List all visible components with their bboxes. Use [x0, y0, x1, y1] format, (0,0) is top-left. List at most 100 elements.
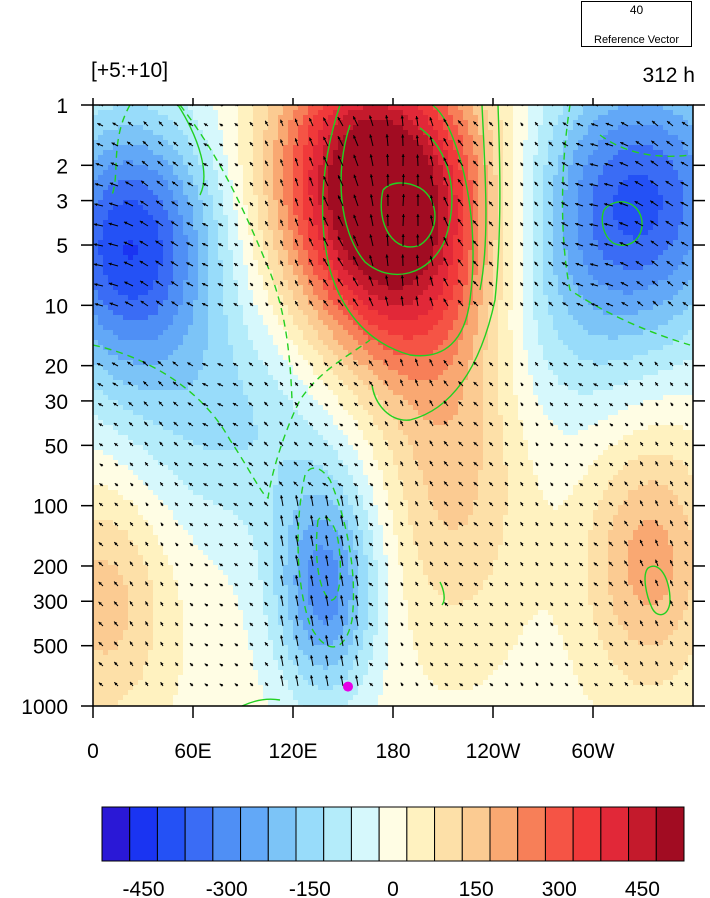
wind-vector — [535, 402, 539, 407]
wind-vector — [294, 382, 299, 387]
wind-vector — [550, 462, 554, 467]
wind-vector — [295, 575, 299, 587]
wind-vector — [488, 261, 494, 267]
colorbar-swatch — [129, 806, 158, 862]
wind-vector — [550, 502, 554, 507]
wind-vector — [189, 682, 194, 687]
wind-vector — [488, 121, 494, 127]
wind-vector — [429, 358, 434, 367]
wind-vector — [535, 521, 539, 527]
wind-vector — [575, 242, 584, 247]
wind-vector — [187, 402, 194, 407]
wind-vector — [562, 302, 569, 307]
wind-vector — [369, 401, 374, 407]
wind-vector — [519, 282, 524, 287]
wind-vector — [369, 462, 374, 467]
wind-vector — [203, 523, 209, 527]
wind-vector — [579, 682, 584, 687]
wind-vector — [488, 221, 494, 227]
wind-vector — [561, 201, 569, 207]
wind-vector — [232, 462, 239, 467]
wind-vector — [620, 121, 629, 127]
wind-vector — [550, 642, 554, 647]
wind-vector — [655, 579, 659, 587]
x-tick-label: 0 — [87, 740, 99, 763]
wind-vector — [145, 681, 149, 687]
wind-vector — [129, 541, 134, 547]
wind-vector — [175, 562, 179, 567]
wind-vector — [322, 482, 329, 487]
x-tick-label: 120E — [268, 740, 317, 763]
contour-line — [93, 339, 371, 500]
wind-vector — [99, 483, 104, 487]
contour-line — [561, 105, 691, 346]
wind-vector — [589, 263, 599, 267]
wind-vector — [443, 359, 449, 367]
wind-vector — [369, 234, 374, 247]
wind-vector — [473, 542, 479, 547]
wind-vector — [415, 682, 419, 687]
wind-vector — [368, 360, 374, 367]
axis-ticks — [81, 98, 705, 718]
wind-vector — [564, 642, 569, 647]
wind-vector — [415, 642, 419, 647]
wind-vector — [294, 118, 299, 127]
wind-vector — [322, 237, 329, 247]
wind-vector — [549, 562, 554, 567]
wind-vector — [218, 543, 224, 547]
wind-vector — [218, 143, 224, 147]
wind-vector — [561, 161, 569, 167]
wind-vector — [473, 562, 479, 567]
wind-vector — [113, 681, 119, 687]
wind-vector — [263, 541, 269, 547]
x-tick-label: 60W — [571, 740, 614, 763]
wind-vector — [619, 241, 629, 247]
x-tick-label: 120W — [466, 740, 521, 763]
wind-vector — [639, 382, 644, 387]
wind-vector — [249, 202, 254, 207]
y-tick-label: 1000 — [21, 696, 68, 719]
wind-vector — [156, 180, 164, 187]
wind-vector — [308, 279, 314, 287]
wind-vector — [489, 602, 494, 607]
wind-vector — [504, 181, 509, 187]
wind-vector — [112, 382, 119, 387]
wind-vector — [155, 280, 164, 287]
wind-vector — [218, 163, 224, 167]
color-field — [93, 105, 693, 706]
wind-vector — [293, 481, 299, 487]
wind-vector — [160, 641, 164, 647]
wind-vector — [295, 615, 299, 627]
wind-vector — [368, 380, 374, 387]
wind-vector — [535, 602, 539, 607]
y-tick-label: 10 — [45, 295, 68, 318]
wind-vector — [234, 583, 239, 587]
wind-vector — [248, 442, 254, 447]
wind-vector — [548, 281, 554, 287]
wind-vector — [578, 522, 584, 527]
wind-vector — [189, 602, 194, 607]
wind-vector — [98, 682, 104, 687]
wind-vector — [368, 542, 374, 547]
wind-vector — [384, 421, 389, 427]
wind-vector — [264, 641, 269, 647]
wind-vector — [126, 141, 134, 147]
wind-vector — [415, 115, 419, 127]
wind-vector — [202, 202, 209, 207]
wind-vector — [603, 182, 614, 187]
wind-vector — [307, 481, 314, 487]
wind-vector — [669, 620, 674, 627]
wind-vector — [124, 201, 134, 207]
wind-vector — [309, 156, 314, 167]
wind-vector — [534, 121, 539, 127]
wind-vector — [489, 622, 494, 627]
wind-vector — [280, 615, 284, 627]
wind-vector — [548, 121, 554, 127]
wind-vector — [488, 501, 494, 507]
wind-vector — [201, 282, 209, 287]
wind-vector — [322, 136, 329, 147]
wind-vector — [280, 179, 284, 187]
wind-vector — [504, 561, 509, 567]
colorbar-tick-label: 450 — [625, 878, 660, 898]
wind-vector — [173, 441, 179, 447]
